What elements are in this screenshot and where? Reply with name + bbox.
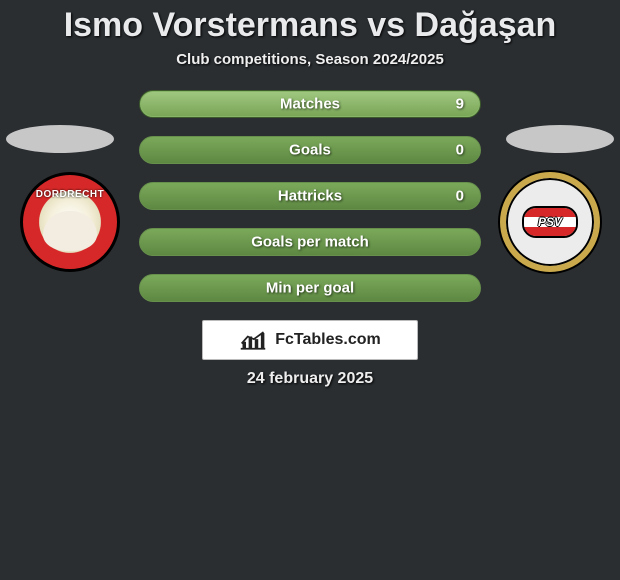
right-player-ellipse: [506, 125, 614, 153]
stat-label: Goals per match: [251, 234, 369, 251]
right-club-badge-text: PSV: [538, 215, 562, 229]
stat-right-value: 0: [456, 188, 464, 205]
stat-right-value: 0: [456, 142, 464, 159]
stat-label: Goals: [289, 142, 331, 159]
left-club-badge: DORDRECHT: [20, 172, 120, 272]
stat-bar-hattricks: Hattricks 0: [139, 182, 481, 210]
stat-label: Min per goal: [266, 280, 354, 297]
stat-label: Hattricks: [278, 188, 342, 205]
left-club-badge-text: DORDRECHT: [36, 189, 104, 200]
right-club-badge: PSV: [500, 172, 600, 272]
stat-right-value: 9: [456, 96, 464, 113]
stat-bar-matches: Matches 9: [139, 90, 481, 118]
page-title: Ismo Vorstermans vs Dağaşan: [0, 0, 620, 51]
stats-bars: Matches 9 Goals 0 Hattricks 0 Goals per …: [139, 90, 481, 302]
left-player-ellipse: [6, 125, 114, 153]
date-text: 24 february 2025: [0, 370, 620, 388]
brand-text: FcTables.com: [275, 331, 381, 349]
stat-bar-goals-per-match: Goals per match: [139, 228, 481, 256]
stat-label: Matches: [280, 96, 340, 113]
stat-bar-min-per-goal: Min per goal: [139, 274, 481, 302]
page-subtitle: Club competitions, Season 2024/2025: [0, 51, 620, 90]
bar-chart-icon: [239, 329, 267, 351]
stat-bar-goals: Goals 0: [139, 136, 481, 164]
brand-watermark: FcTables.com: [202, 320, 418, 360]
